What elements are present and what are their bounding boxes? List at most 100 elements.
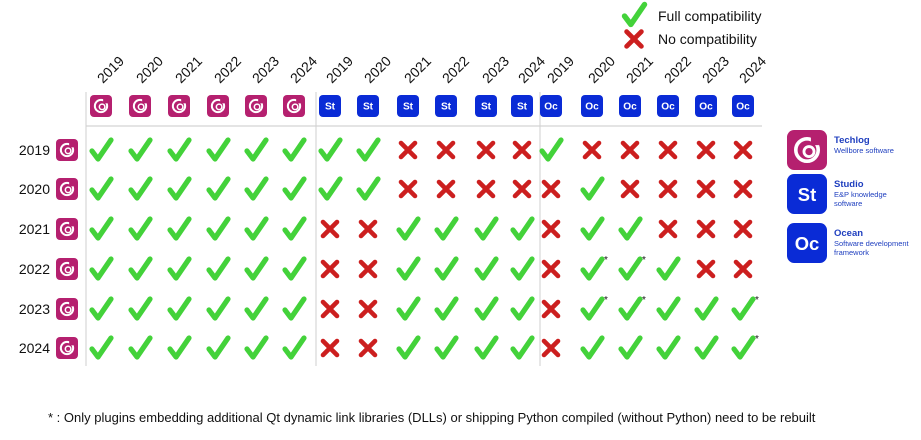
column-product-icons: St St St St St St Oc Oc Oc Oc Oc Oc xyxy=(90,95,754,117)
techlog-swirl-icon xyxy=(56,258,78,280)
matrix-cell: * xyxy=(731,334,759,360)
column-year-label: 2021 xyxy=(401,53,434,86)
check-icon xyxy=(580,256,605,281)
cross-icon xyxy=(733,219,753,239)
check-icon xyxy=(318,176,343,201)
row-year-label: 2022 xyxy=(19,261,50,277)
ocean-badge-label: Oc xyxy=(699,102,713,113)
matrix-cell xyxy=(206,256,231,281)
check-icon xyxy=(167,176,192,201)
cross-icon xyxy=(696,179,716,199)
matrix-cell xyxy=(358,259,378,279)
ocean-badge-icon: Oc xyxy=(787,223,827,263)
matrix-cell xyxy=(434,296,459,321)
studio-badge-icon: St xyxy=(397,95,419,117)
studio-badge-label: St xyxy=(481,102,492,113)
studio-badge-label: St xyxy=(363,102,374,113)
matrix-cell xyxy=(434,256,459,281)
check-icon xyxy=(580,335,605,360)
footnote-marker: * xyxy=(642,255,646,266)
cross-icon xyxy=(620,179,640,199)
matrix-cell xyxy=(244,256,269,281)
product-name: Studio xyxy=(834,179,864,190)
check-icon xyxy=(167,216,192,241)
check-icon xyxy=(731,296,756,321)
techlog-swirl-icon xyxy=(207,95,229,117)
row-year-label: 2023 xyxy=(19,301,50,317)
column-year-label: 2021 xyxy=(623,53,656,86)
matrix-cell xyxy=(434,335,459,360)
matrix-cell xyxy=(167,176,192,201)
product-description: Wellbore software xyxy=(834,146,894,155)
footnote: * : Only plugins embedding additional Qt… xyxy=(48,410,816,425)
column-year-label: 2024 xyxy=(287,53,320,86)
matrix-cell xyxy=(539,137,564,162)
product-description: E&P knowledge xyxy=(834,190,887,199)
matrix-cell xyxy=(580,335,605,360)
cross-icon xyxy=(658,140,678,160)
matrix-cell xyxy=(541,179,561,199)
techlog-swirl-icon xyxy=(56,139,78,161)
check-icon xyxy=(128,137,153,162)
matrix-cell xyxy=(167,256,192,281)
matrix-cell xyxy=(656,256,681,281)
ocean-badge-icon: Oc xyxy=(581,95,603,117)
matrix-cell xyxy=(396,256,421,281)
matrix-cell xyxy=(206,216,231,241)
ocean-badge-label: Oc xyxy=(623,102,637,113)
ocean-badge-label: Oc xyxy=(544,102,558,113)
check-icon xyxy=(356,137,381,162)
matrix-cell xyxy=(618,216,643,241)
matrix-cell xyxy=(282,176,307,201)
column-year-label: 2019 xyxy=(323,53,356,86)
matrix-cell: * xyxy=(618,255,646,281)
check-icon xyxy=(206,335,231,360)
check-icon xyxy=(474,216,499,241)
cross-icon xyxy=(320,299,340,319)
matrix-cell xyxy=(541,259,561,279)
cross-icon xyxy=(512,179,532,199)
cross-icon xyxy=(476,140,496,160)
check-icon xyxy=(244,137,269,162)
matrix-cell xyxy=(620,140,640,160)
cross-icon xyxy=(358,299,378,319)
studio-badge-icon: St xyxy=(511,95,533,117)
check-icon xyxy=(510,256,535,281)
matrix-cell xyxy=(128,335,153,360)
matrix-cell xyxy=(320,259,340,279)
check-icon xyxy=(510,216,535,241)
matrix-cell xyxy=(398,140,418,160)
cross-icon xyxy=(476,179,496,199)
matrix-cell xyxy=(206,335,231,360)
ocean-badge-icon: Oc xyxy=(695,95,717,117)
matrix-cell xyxy=(167,335,192,360)
techlog-swirl-icon xyxy=(56,178,78,200)
matrix-cell xyxy=(89,335,114,360)
check-icon xyxy=(128,216,153,241)
check-icon xyxy=(206,296,231,321)
matrix-cell xyxy=(206,176,231,201)
column-year-label: 2022 xyxy=(439,53,472,86)
techlog-swirl-icon xyxy=(56,337,78,359)
row-year-label: 2019 xyxy=(19,142,50,158)
cross-icon xyxy=(320,219,340,239)
matrix-cell xyxy=(89,296,114,321)
ocean-badge-icon: Oc xyxy=(657,95,679,117)
matrix-cell xyxy=(733,140,753,160)
check-icon xyxy=(167,137,192,162)
matrix-cell xyxy=(320,299,340,319)
studio-badge-icon: St xyxy=(435,95,457,117)
legend: Full compatibility No compatibility xyxy=(621,1,761,49)
check-icon xyxy=(128,296,153,321)
studio-badge-icon: St xyxy=(475,95,497,117)
matrix-cell xyxy=(656,335,681,360)
studio-badge-label: St xyxy=(325,102,336,113)
matrix-cell xyxy=(658,179,678,199)
ocean-badge-label: Oc xyxy=(795,233,820,254)
check-icon xyxy=(167,256,192,281)
ocean-badge-icon: Oc xyxy=(619,95,641,117)
matrix-cell xyxy=(474,335,499,360)
footnote-marker: * xyxy=(755,334,759,345)
matrix-cell xyxy=(128,256,153,281)
